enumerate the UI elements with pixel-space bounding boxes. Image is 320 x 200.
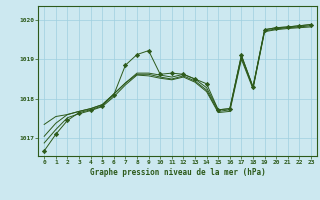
X-axis label: Graphe pression niveau de la mer (hPa): Graphe pression niveau de la mer (hPa) [90, 168, 266, 177]
